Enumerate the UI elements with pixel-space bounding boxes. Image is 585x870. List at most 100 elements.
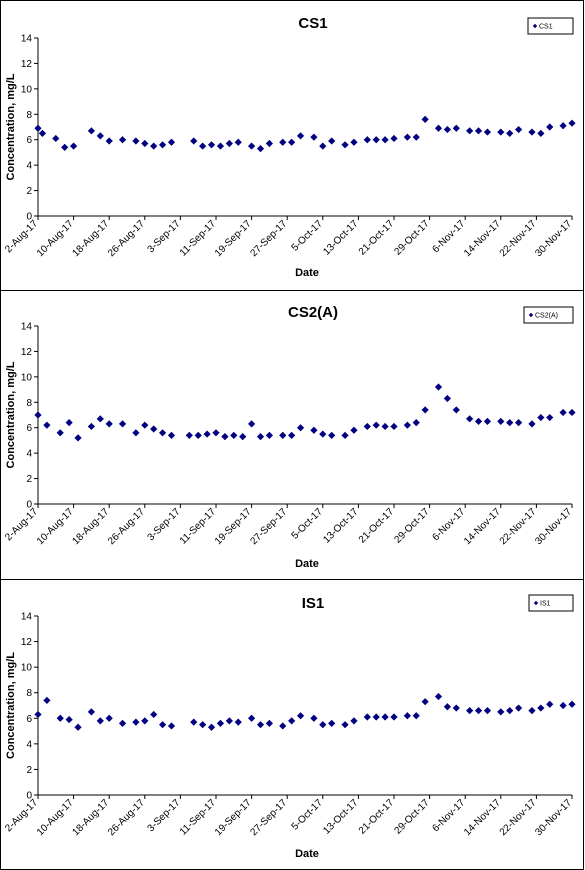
data-point-cs2a (341, 431, 349, 439)
data-point-is1 (159, 721, 167, 729)
data-point-cs1 (319, 142, 327, 150)
x-axis-title: Date (295, 558, 319, 570)
x-tick-label: 10-Aug-17 (35, 797, 76, 838)
data-point-is1 (310, 714, 318, 722)
data-point-cs1 (248, 142, 256, 150)
y-tick-label: 2 (26, 186, 32, 197)
data-point-is1 (434, 692, 443, 701)
data-point-cs1 (328, 137, 336, 145)
y-tick-label: 2 (26, 474, 32, 485)
data-point-cs2a (221, 433, 229, 441)
y-tick-label: 14 (21, 322, 33, 333)
data-point-cs2a (319, 430, 327, 438)
data-point-cs1 (279, 138, 287, 146)
data-point-cs2a (288, 431, 296, 439)
x-tick-label: 3-Sep-17 (146, 218, 183, 255)
data-point-is1 (412, 712, 420, 720)
x-tick-label: 22-Nov-17 (498, 218, 539, 259)
data-point-cs2a (310, 426, 318, 434)
y-tick-label: 8 (26, 110, 32, 121)
legend-label: IS1 (540, 601, 551, 608)
data-point-cs1 (466, 127, 474, 135)
data-point-is1 (150, 710, 158, 719)
legend-label: CS1 (539, 24, 553, 31)
data-point-is1 (403, 712, 411, 720)
x-tick-label: 22-Nov-17 (498, 506, 539, 547)
data-point-is1 (234, 718, 242, 726)
data-point-is1 (132, 718, 140, 726)
data-point-is1 (105, 714, 113, 722)
data-point-cs1 (403, 133, 411, 141)
x-tick-label: 30-Nov-17 (533, 797, 574, 838)
x-tick-label: 11-Sep-17 (178, 797, 219, 838)
data-point-is1 (65, 715, 73, 724)
legend-box (528, 594, 574, 612)
x-tick-label: 5-Oct-17 (290, 797, 326, 833)
data-point-cs1 (61, 143, 69, 151)
y-axis-title: Concentration, mg/L (5, 73, 17, 180)
data-point-cs2a (372, 421, 380, 429)
data-point-cs2a (65, 419, 73, 427)
x-tick-label: 26-Aug-17 (106, 218, 147, 259)
data-point-cs2a (185, 431, 193, 439)
y-tick-label: 6 (26, 135, 32, 146)
legend-box (527, 17, 574, 35)
data-point-cs1 (234, 138, 242, 146)
x-tick-label: 3-Sep-17 (146, 797, 183, 834)
data-point-cs2a (537, 413, 545, 422)
data-point-cs1 (38, 129, 47, 137)
data-point-cs1 (132, 137, 140, 145)
data-point-cs1 (341, 141, 349, 149)
data-point-cs1 (34, 124, 42, 132)
data-point-is1 (296, 712, 305, 720)
x-axis-title: Date (295, 848, 319, 860)
data-point-is1 (497, 708, 505, 716)
data-point-is1 (483, 707, 492, 715)
x-tick-label: 11-Sep-17 (178, 218, 219, 259)
legend-marker (528, 312, 534, 318)
data-point-is1 (568, 700, 576, 708)
data-point-is1 (141, 717, 149, 725)
data-point-is1 (381, 713, 389, 721)
chart-panel-is1: IS1 0 2 4 6 8 10 12 14 2-Aug-17 10-Aug-17 18-Aug-17… (0, 579, 584, 870)
data-point-is1 (350, 717, 358, 725)
legend-marker (532, 23, 538, 29)
data-point-cs1 (528, 128, 536, 136)
data-point-is1 (515, 704, 523, 712)
x-tick-label: 14-Nov-17 (462, 506, 503, 547)
chart-title: IS1 (302, 595, 325, 612)
x-tick-label: 21-Oct-17 (357, 797, 397, 837)
data-point-is1 (452, 704, 460, 712)
data-point-cs1 (265, 139, 273, 148)
data-point-cs2a (412, 419, 420, 427)
legend-box (523, 306, 574, 324)
x-tick-label: 21-Oct-17 (357, 218, 397, 258)
data-point-cs1 (434, 124, 443, 132)
data-point-cs1 (381, 136, 389, 144)
data-point-cs1 (421, 115, 429, 123)
x-tick-label: 22-Nov-17 (498, 797, 539, 838)
x-tick-label: 5-Oct-17 (290, 506, 326, 542)
x-tick-label: 6-Nov-17 (430, 797, 467, 834)
y-axis-title: Concentration, mg/L (5, 652, 17, 759)
data-point-is1 (248, 714, 256, 722)
data-point-cs2a (105, 420, 113, 428)
data-point-cs1 (207, 141, 216, 149)
y-tick-label: 10 (21, 84, 33, 95)
data-point-cs1 (412, 133, 420, 141)
data-point-cs2a (118, 420, 127, 428)
data-point-cs1 (256, 145, 265, 153)
x-tick-label: 21-Oct-17 (357, 506, 397, 546)
data-point-cs1 (141, 139, 149, 148)
x-tick-label: 19-Sep-17 (213, 506, 254, 547)
x-tick-label: 2-Aug-17 (3, 797, 40, 834)
data-point-cs2a (87, 422, 95, 431)
data-point-cs2a (443, 394, 451, 403)
data-point-is1 (216, 719, 225, 727)
data-point-cs1 (515, 125, 523, 134)
data-point-is1 (118, 719, 127, 727)
data-point-is1 (256, 721, 265, 729)
data-point-cs2a (34, 411, 42, 419)
x-tick-label: 13-Oct-17 (321, 506, 361, 546)
data-point-cs2a (546, 413, 554, 422)
